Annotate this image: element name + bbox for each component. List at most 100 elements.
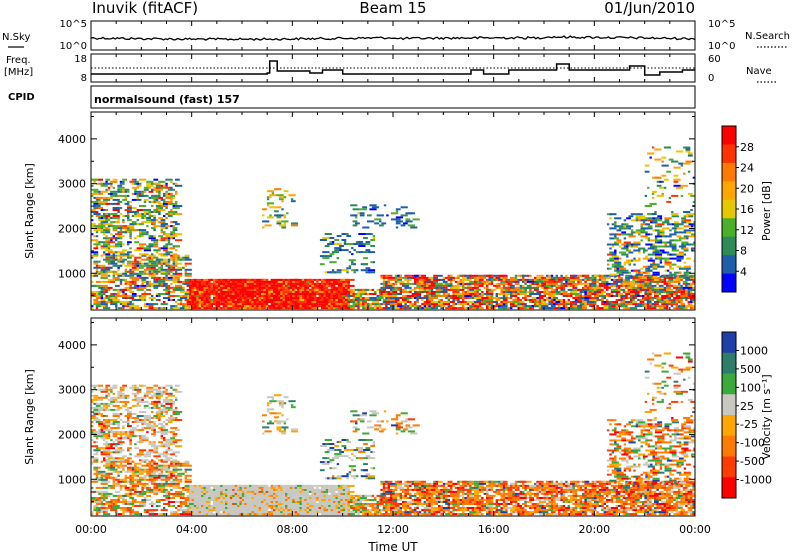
echo-cell: [651, 278, 654, 281]
echo-cell: [529, 274, 532, 277]
echo-cell: [664, 263, 672, 266]
echo-cell: [289, 280, 295, 283]
echo-cell: [131, 305, 135, 308]
echo-cell: [469, 293, 477, 295]
echo-cell: [287, 513, 290, 516]
echo-cell: [335, 486, 338, 489]
echo-cell: [134, 237, 137, 240]
echo-cell: [237, 490, 240, 493]
echo-cell: [182, 288, 185, 291]
echo-cell: [669, 253, 675, 256]
echo-cell: [196, 513, 199, 516]
echo-cell: [294, 484, 297, 487]
echo-cell: [258, 307, 261, 310]
echo-cell: [598, 274, 602, 277]
echo-cell: [165, 205, 168, 207]
echo-cell: [265, 278, 269, 281]
echo-cell: [316, 484, 319, 487]
echo-cell: [196, 509, 199, 512]
echo-cell: [119, 264, 123, 267]
echo-cell: [394, 274, 400, 277]
echo-cell: [110, 192, 113, 195]
echo-cell: [471, 276, 474, 279]
echo-cell: [203, 282, 206, 285]
echo-cell: [634, 276, 640, 279]
echo-cell: [220, 307, 223, 310]
echo-cell: [589, 291, 592, 293]
echo-cell: [611, 263, 619, 266]
echo-cell: [222, 486, 225, 489]
echo-cell: [98, 190, 101, 193]
echo-cell: [435, 286, 438, 289]
echo-cell: [442, 293, 446, 295]
echo-cell: [256, 494, 259, 497]
echo-cell: [392, 307, 395, 310]
nsearch-tick-top: 10^5: [708, 19, 735, 30]
echo-cell: [601, 291, 606, 293]
power-ylabel: Slant Range [km]: [23, 163, 36, 259]
echo-cell: [122, 221, 125, 224]
echo-cell: [670, 284, 676, 287]
echo-cell: [287, 305, 290, 308]
echo-cell: [505, 286, 510, 289]
echo-cell: [251, 297, 257, 299]
echo-cell: [158, 280, 166, 283]
echo-cell: [198, 505, 201, 507]
echo-cell: [476, 276, 479, 279]
echo-cell: [294, 284, 297, 287]
echo-cell: [262, 208, 267, 211]
echo-cell: [155, 186, 163, 189]
echo-cell: [309, 499, 312, 501]
echo-cell: [294, 297, 297, 299]
echo-cell: [170, 291, 175, 293]
echo-cell: [175, 200, 178, 203]
echo-cell: [486, 299, 494, 301]
echo-cell: [184, 262, 192, 265]
echo-cell: [280, 488, 283, 491]
echo-cell: [329, 237, 335, 239]
echo-cell: [141, 215, 147, 217]
echo-cell: [685, 284, 688, 287]
echo-cell: [577, 299, 585, 301]
echo-cell: [217, 280, 221, 283]
echo-cell: [666, 269, 670, 272]
echo-cell: [534, 293, 542, 295]
echo-cell: [276, 222, 282, 225]
echo-cell: [177, 303, 180, 306]
echo-cell: [299, 497, 302, 499]
echo-cell: [115, 256, 118, 259]
echo-cell: [663, 186, 667, 189]
echo-cell: [163, 249, 168, 252]
echo-cell: [466, 282, 472, 285]
echo-cell: [324, 245, 330, 247]
echo-cell: [287, 282, 295, 285]
echo-cell: [548, 307, 554, 310]
echo-cell: [198, 509, 201, 512]
echo-cell: [155, 272, 159, 275]
echo-cell: [141, 233, 149, 236]
echo-cell: [623, 263, 627, 266]
echo-cell: [447, 303, 450, 306]
echo-cell: [158, 247, 161, 250]
echo-cell: [390, 305, 395, 308]
echo-cell: [139, 178, 144, 181]
echo-cell: [333, 484, 336, 487]
echo-cell: [678, 251, 684, 254]
echo-cell: [141, 293, 149, 295]
echo-cell: [301, 286, 307, 289]
echo-cell: [347, 295, 355, 297]
echo-cell: [529, 307, 532, 310]
echo-cell: [105, 239, 113, 242]
echo-cell: [336, 257, 340, 260]
echo-cell: [433, 280, 438, 283]
echo-cell: [155, 184, 161, 187]
echo-cell: [664, 257, 670, 260]
echo-cell: [378, 291, 382, 293]
echo-cell: [651, 146, 655, 149]
echo-cell: [685, 307, 688, 310]
echo-cell: [155, 260, 159, 263]
echo-cell: [565, 284, 568, 287]
echo-cell: [376, 299, 379, 301]
echo-cell: [107, 245, 113, 248]
echo-cell: [119, 253, 125, 256]
